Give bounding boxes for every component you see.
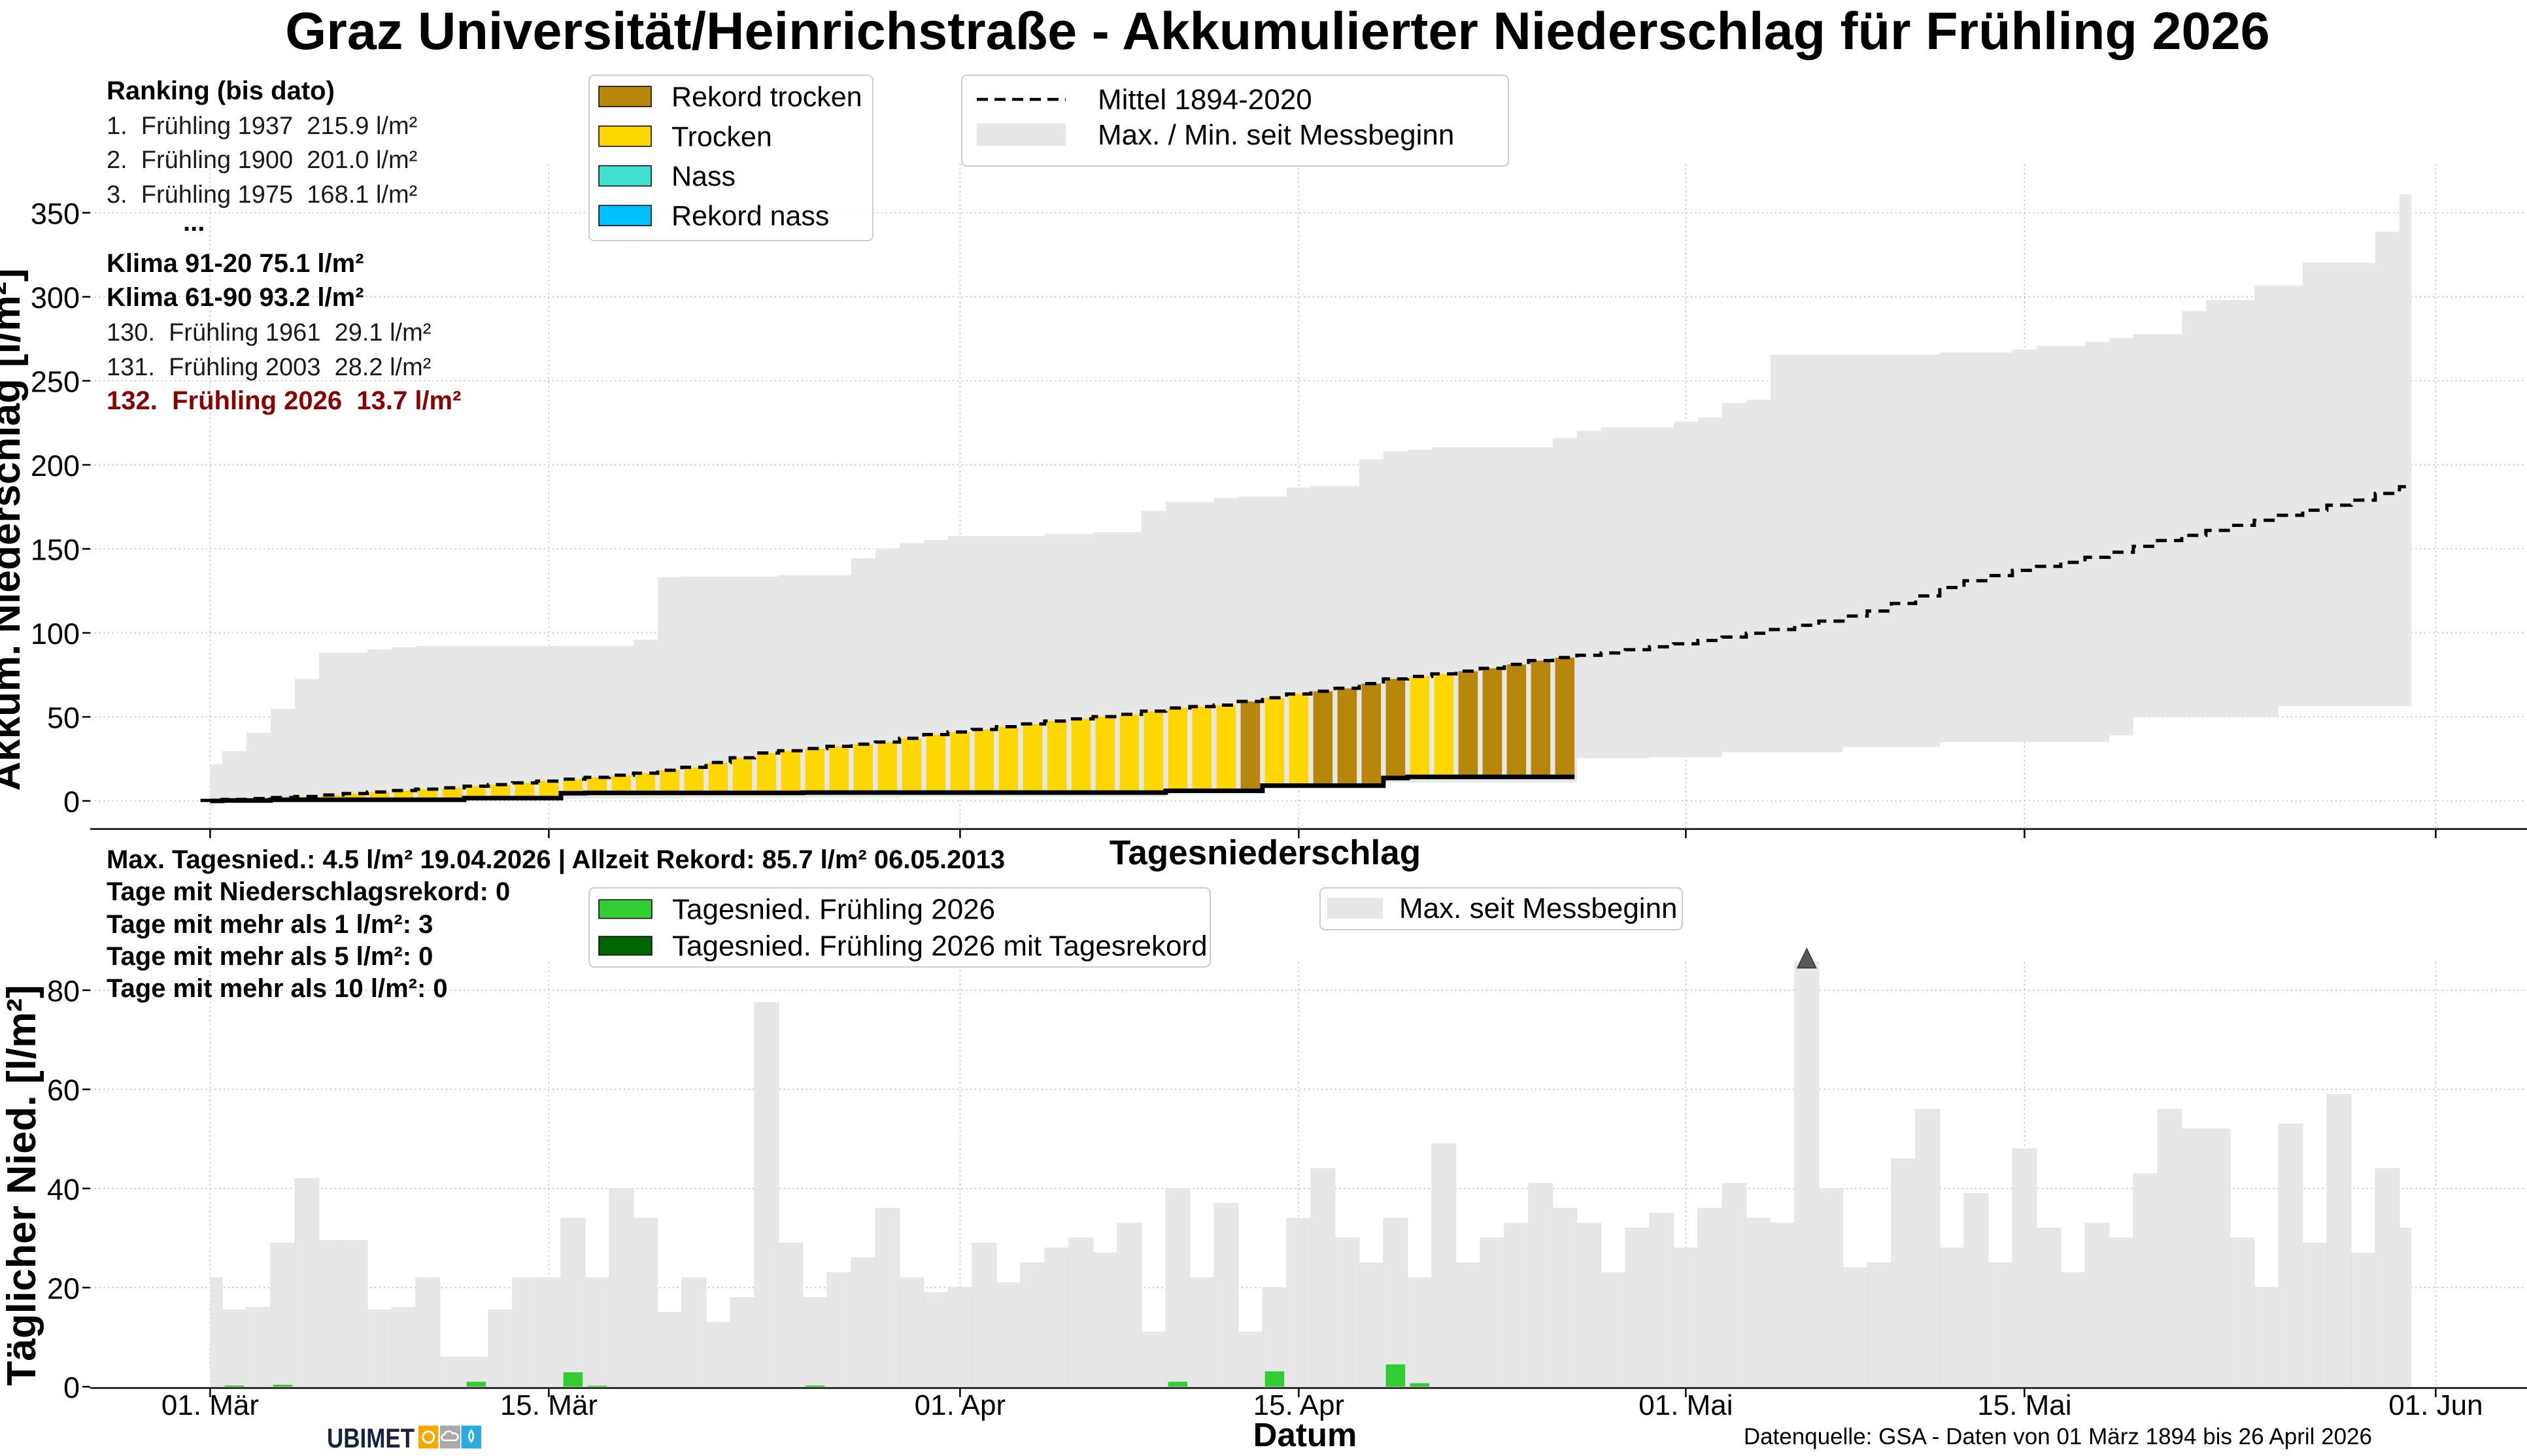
svg-text:150: 150 (31, 533, 80, 567)
svg-text:Akkum. Niederschlag [l/m²]: Akkum. Niederschlag [l/m²] (0, 268, 29, 790)
svg-text:50: 50 (47, 702, 80, 735)
svg-text:Nass: Nass (671, 161, 736, 192)
svg-text:60: 60 (47, 1074, 80, 1107)
svg-text:130. Frühling 1961 29.1 l/m²: 130. Frühling 1961 29.1 l/m² (107, 319, 431, 347)
svg-text:300: 300 (31, 281, 80, 314)
svg-text:01. Jun: 01. Jun (2388, 1389, 2483, 1421)
svg-text:Tage mit mehr als 5 l/m²: 0: Tage mit mehr als 5 l/m²: 0 (107, 942, 433, 971)
svg-text:15. Apr: 15. Apr (1253, 1389, 1344, 1421)
svg-text:Tage mit mehr als 1 l/m²: 3: Tage mit mehr als 1 l/m²: 3 (107, 910, 433, 939)
svg-text:3. Frühling 1975 168.1 l/m²: 3. Frühling 1975 168.1 l/m² (107, 181, 417, 209)
svg-text:Max. seit Messbeginn: Max. seit Messbeginn (1399, 892, 1678, 924)
svg-text:Datenquelle: GSA - Daten von 0: Datenquelle: GSA - Daten von 01 März 189… (1744, 1424, 2372, 1449)
svg-text:Tage mit Niederschlagsrekord:: Tage mit Niederschlagsrekord: 0 (107, 877, 510, 906)
svg-text:Klima 91-20 75.1 l/m²: Klima 91-20 75.1 l/m² (107, 249, 364, 278)
svg-text:01. Mär: 01. Mär (161, 1389, 259, 1421)
svg-text:Klima 61-90 93.2 l/m²: Klima 61-90 93.2 l/m² (107, 283, 364, 312)
svg-text:Mittel 1894-2020: Mittel 1894-2020 (1098, 84, 1312, 116)
svg-text:Tagesniederschlag: Tagesniederschlag (1110, 834, 1421, 872)
svg-text:01. Mai: 01. Mai (1638, 1389, 1733, 1421)
svg-text:Tagesnied. Frühling 2026 mit T: Tagesnied. Frühling 2026 mit Tagesrekord (672, 930, 1208, 962)
svg-text:Tagesnied. Frühling 2026: Tagesnied. Frühling 2026 (672, 893, 995, 925)
svg-text:20: 20 (47, 1272, 80, 1305)
svg-text:Rekord nass: Rekord nass (671, 201, 829, 232)
svg-text:200: 200 (31, 449, 80, 483)
svg-text:1. Frühling 1937 215.9 l/m²: 1. Frühling 1937 215.9 l/m² (107, 112, 417, 140)
svg-text:131. Frühling 2003 28.2 l/m²: 131. Frühling 2003 28.2 l/m² (107, 354, 431, 381)
svg-text:15. Mai: 15. Mai (1977, 1389, 2071, 1421)
svg-text:...: ... (183, 208, 205, 237)
svg-text:01. Apr: 01. Apr (915, 1389, 1006, 1421)
svg-text:Max. / Min. seit Messbeginn: Max. / Min. seit Messbeginn (1098, 119, 1454, 151)
svg-text:80: 80 (47, 975, 80, 1008)
svg-text:15. Mär: 15. Mär (500, 1389, 598, 1421)
svg-text:UBIMET: UBIMET (327, 1423, 415, 1453)
svg-text:Rekord trocken: Rekord trocken (671, 82, 862, 113)
svg-text:Datum: Datum (1253, 1416, 1357, 1453)
svg-text:250: 250 (31, 365, 80, 399)
svg-text:Max. Tagesnied.: 4.5 l/m² 19.0: Max. Tagesnied.: 4.5 l/m² 19.04.2026 | A… (107, 845, 1005, 874)
svg-text:40: 40 (47, 1173, 80, 1206)
svg-text:Tage mit mehr als 10 l/m²: 0: Tage mit mehr als 10 l/m²: 0 (107, 974, 448, 1003)
svg-text:100: 100 (31, 617, 80, 651)
svg-text:Ranking (bis dato): Ranking (bis dato) (107, 76, 335, 105)
svg-text:0: 0 (63, 1371, 80, 1404)
svg-text:Täglicher Nied. [l/m²]: Täglicher Nied. [l/m²] (0, 985, 44, 1385)
svg-text:Graz Universität/Heinrichstraß: Graz Universität/Heinrichstraße - Akkumu… (285, 2, 2269, 61)
svg-text:2. Frühling 1900 201.0 l/m²: 2. Frühling 1900 201.0 l/m² (107, 146, 417, 174)
svg-text:132. Frühling 2026 13.7 l/m²: 132. Frühling 2026 13.7 l/m² (107, 386, 461, 415)
svg-text:Trocken: Trocken (671, 121, 772, 152)
svg-text:350: 350 (31, 197, 80, 231)
svg-text:0: 0 (63, 785, 80, 819)
